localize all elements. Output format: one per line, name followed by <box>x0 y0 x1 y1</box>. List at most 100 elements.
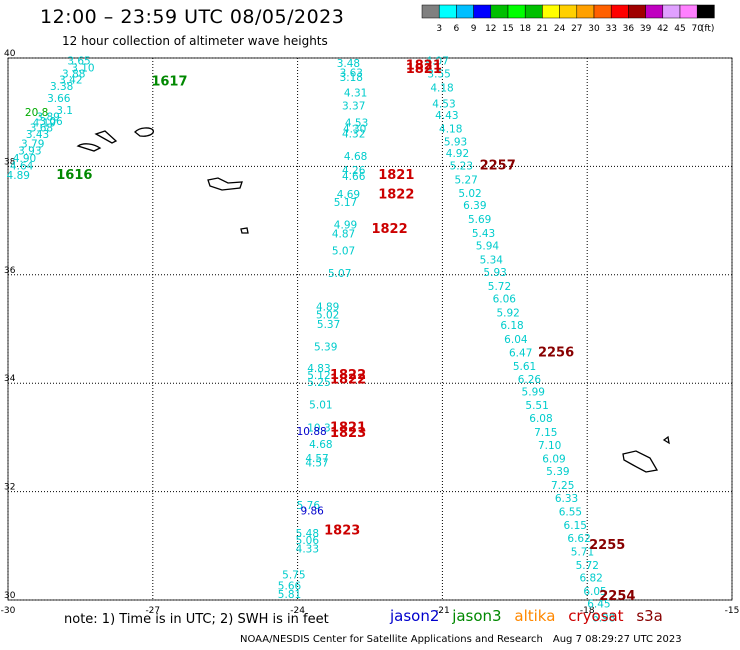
time-annotation: 2256 <box>538 346 574 361</box>
legend-label: 33 <box>605 24 616 34</box>
grid-layer: -30 -27 -24 -21 -18 -15 30 32 34 36 38 40 <box>1 49 740 616</box>
island-shape <box>240 227 249 234</box>
wave-height-value: 3.63 <box>340 67 363 79</box>
satellite-s3a: s3a <box>636 607 663 625</box>
wave-height-value: 3.68 <box>30 123 53 135</box>
credit-line: NOAA/NESDIS Center for Satellite Applica… <box>240 634 682 645</box>
time-annotation: 1616 <box>56 168 92 183</box>
time-annotation: 1821 <box>378 168 414 183</box>
island-shape <box>662 435 670 445</box>
wave-height-value: 3.89 <box>36 111 59 123</box>
wave-height-value: 6.47 <box>509 348 532 360</box>
wave-height-value: 3.1 <box>56 105 73 117</box>
wave-height-value: 9.86 <box>300 505 324 517</box>
satellite-jason3: jason3 <box>452 607 502 625</box>
wave-height-value: 4.53 <box>345 117 368 129</box>
x-tick-label: -18 <box>580 606 595 616</box>
wave-height-value: 4.83 <box>307 363 330 375</box>
legend-label: 36 <box>623 24 635 34</box>
island-shape <box>622 450 659 473</box>
time-annotation: 1821 <box>406 62 442 77</box>
wave-height-value: 5.02 <box>458 188 481 200</box>
wave-height-value: 4.31 <box>344 87 367 99</box>
wave-height-value: 5.12 <box>307 370 330 382</box>
time-annotation: 1823 <box>324 523 360 538</box>
island-shape <box>134 127 154 137</box>
chart-title: 12:00 – 23:59 UTC 08/05/2023 <box>40 6 345 28</box>
wave-height-value: 6.26 <box>518 374 542 386</box>
wave-height-value: 4.87 <box>332 228 355 240</box>
wave-height-value: 4.43 <box>435 110 458 122</box>
footnote: note: 1) Time is in UTC; 2) SWH is in fe… <box>64 612 329 627</box>
wave-height-value: 5.72 <box>576 560 599 572</box>
wave-height-value: 3.42 <box>59 74 82 86</box>
y-tick-label: 30 <box>4 591 16 601</box>
timestamp: Aug 7 08:29:27 UTC 2023 <box>552 634 682 645</box>
wave-height-value: 4.32 <box>342 129 365 141</box>
wave-height-value: 5.75 <box>282 569 305 581</box>
wave-height-value: 10.88 <box>297 426 327 438</box>
y-tick-label: 32 <box>4 483 15 493</box>
wave-height-value: 4.68 <box>309 439 332 451</box>
satellite-jason2: jason2 <box>390 607 440 625</box>
wave-height-value: 4.53 <box>432 98 455 110</box>
wave-height-value: 4.99 <box>334 220 357 232</box>
wave-height-value: 3.66 <box>47 93 71 105</box>
legend-label: 30 <box>588 24 600 34</box>
satellite-legend: jason2 jason3 altika cryosat s3a <box>390 607 671 625</box>
wave-height-value: 3.06 <box>39 116 63 128</box>
time-annotation: 1821 <box>406 58 442 73</box>
time-annotation: 1823 <box>330 426 366 441</box>
satellite-cryosat: cryosat <box>568 607 624 625</box>
wave-height-value: 5.93 <box>444 136 467 148</box>
wave-height-value: 5.23 <box>450 161 473 173</box>
legend-label: 42 <box>657 24 668 34</box>
y-tick-label: 36 <box>4 266 16 276</box>
wave-height-value: 5.48 <box>296 528 319 540</box>
wave-height-value: 3.88 <box>62 69 85 81</box>
wave-height-value: 4.66 <box>342 171 366 183</box>
legend-label: 6 <box>454 24 460 34</box>
legend-label: 21 <box>537 24 548 34</box>
time-annotation: 1822 <box>371 222 407 237</box>
wave-height-value: 5.34 <box>480 254 504 266</box>
wave-height-value: 6.06 <box>493 293 517 305</box>
wave-height-value: 4.07 <box>426 56 449 68</box>
time-annotation: 1821 <box>330 420 366 435</box>
wave-height-value: 3.37 <box>342 100 365 112</box>
satellite-altika: altika <box>514 607 556 625</box>
time-annotation: 2254 <box>599 589 635 604</box>
wave-height-value: 7.10 <box>538 440 561 452</box>
wave-height-value: 4.89 <box>316 302 339 314</box>
wave-height-value: 7.15 <box>534 427 557 439</box>
wave-height-value: 3.65 <box>67 56 90 68</box>
wave-height-value: 5.76 <box>297 500 321 512</box>
wave-height-value: 5.25 <box>307 377 330 389</box>
time-annotation: 1822 <box>330 373 366 388</box>
wave-height-value: 4.30 <box>343 123 366 135</box>
legend-label: 18 <box>519 24 531 34</box>
legend-label: 9 <box>471 24 477 34</box>
wave-height-value: 6.82 <box>579 573 602 585</box>
wave-height-value: 3.55 <box>427 69 450 81</box>
legend-label: 15 <box>502 24 513 34</box>
wave-height-value: 5.69 <box>468 214 491 226</box>
chart-subtitle: 12 hour collection of altimeter wave hei… <box>62 34 328 48</box>
wave-height-value: 6.18 <box>500 320 523 332</box>
wave-height-value: 6.98 <box>592 613 615 625</box>
wave-height-value: 4.33 <box>296 543 319 555</box>
wave-height-value: 4.19 <box>33 117 56 129</box>
wave-height-value: 6.39 <box>463 200 486 212</box>
legend-label: 24 <box>554 24 566 34</box>
y-tick-label: 38 <box>4 157 16 167</box>
wave-height-value: 4.26 <box>342 165 366 177</box>
wave-height-value: 5.06 <box>296 535 320 547</box>
island-shape <box>76 143 102 152</box>
wave-height-value: 3.79 <box>21 138 44 150</box>
wave-height-value: 6.08 <box>529 413 552 425</box>
wave-height-value: 5.61 <box>513 361 536 373</box>
wave-height-value: 6.05 <box>583 586 606 598</box>
legend-label: 45 <box>674 24 685 34</box>
wave-height-value: 4.69 <box>337 189 360 201</box>
